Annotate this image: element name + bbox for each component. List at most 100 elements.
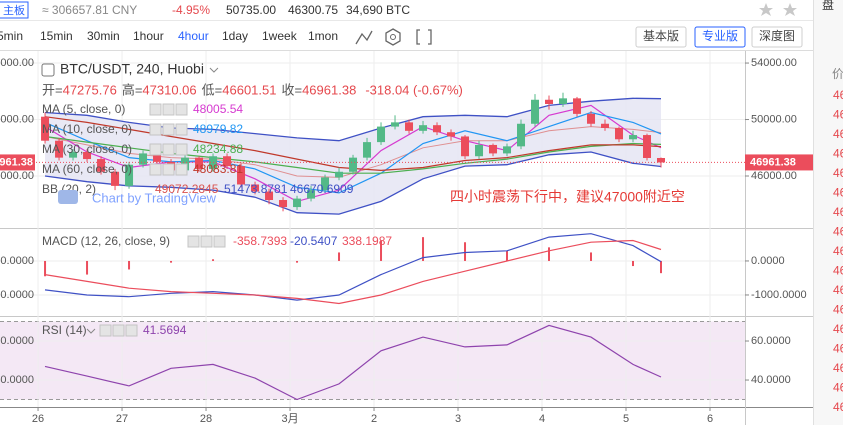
side-price: 46 bbox=[833, 205, 843, 219]
legend-icon[interactable] bbox=[213, 235, 226, 248]
last-price-tag bbox=[745, 154, 813, 171]
candle-body bbox=[251, 184, 260, 192]
y-tick-label: 54000.00 bbox=[751, 57, 797, 69]
candle-body bbox=[503, 146, 512, 154]
settings-icon-center bbox=[390, 34, 396, 40]
ohlc-value: 47310.06 bbox=[142, 82, 196, 97]
cny-price: ≈ 306657.81 CNY bbox=[42, 3, 137, 17]
legend-value: 49072.2845 bbox=[155, 182, 219, 196]
legend-value: 41.5694 bbox=[143, 323, 187, 337]
version-label[interactable]: 基本版 bbox=[643, 29, 679, 43]
legend-icon[interactable] bbox=[162, 143, 175, 156]
legend-icon[interactable] bbox=[125, 324, 138, 337]
legend-icon[interactable] bbox=[175, 103, 188, 116]
legend-name: BB (20, 2) bbox=[42, 182, 96, 196]
candle-body bbox=[447, 132, 456, 137]
side-price: 46 bbox=[833, 322, 843, 336]
interval-button[interactable]: 1hour bbox=[133, 29, 164, 43]
y-tick-label: 40.0000 bbox=[751, 374, 791, 386]
pane-menu-arrow[interactable] bbox=[86, 328, 96, 334]
candle-body bbox=[41, 116, 50, 141]
annotation: 四小时震荡下行中，建议47000附近空 bbox=[450, 189, 685, 205]
interval-button[interactable]: 1mon bbox=[308, 29, 338, 43]
candle-body bbox=[349, 157, 358, 172]
candle-body bbox=[559, 98, 568, 104]
interval-button[interactable]: 15min bbox=[40, 29, 73, 43]
version-button[interactable] bbox=[694, 26, 746, 48]
candle-body bbox=[83, 152, 92, 160]
legend-value: -20.5407 bbox=[290, 234, 338, 248]
legend-icon[interactable] bbox=[162, 163, 175, 176]
candle-body bbox=[293, 198, 302, 208]
x-tick-label: 2 bbox=[371, 413, 377, 425]
star-icon[interactable] bbox=[759, 3, 773, 16]
legend-icon[interactable] bbox=[200, 235, 213, 248]
candle-body bbox=[391, 122, 400, 127]
symbol-title: BTC/USDT, 240, Huobi bbox=[60, 61, 204, 77]
rsi-band bbox=[0, 321, 745, 400]
interval-button[interactable]: 4hour bbox=[178, 29, 209, 43]
legend-icon[interactable] bbox=[175, 123, 188, 136]
legend-icon[interactable] bbox=[112, 324, 125, 337]
ohlc-value: 46961.38 bbox=[302, 82, 356, 97]
interval-button[interactable]: 1week bbox=[262, 29, 298, 43]
legend-icon[interactable] bbox=[175, 163, 188, 176]
x-tick-label: 3月 bbox=[281, 413, 298, 425]
fullscreen-icon[interactable] bbox=[416, 29, 432, 45]
legend-icon[interactable] bbox=[149, 123, 162, 136]
side-price: 46 bbox=[833, 342, 843, 356]
legend-icon[interactable] bbox=[149, 103, 162, 116]
legend-icon[interactable] bbox=[187, 235, 200, 248]
candle-body bbox=[545, 99, 554, 104]
candle-body bbox=[153, 153, 162, 162]
candle-body bbox=[405, 122, 414, 131]
legend-value: 48083.81 bbox=[193, 162, 243, 176]
symbol-menu-arrow[interactable] bbox=[209, 67, 219, 73]
version-button[interactable] bbox=[751, 26, 803, 48]
candle-body bbox=[531, 99, 540, 124]
candle-body bbox=[69, 152, 78, 158]
legend-name: MA (30, close, 0) bbox=[42, 142, 132, 156]
y-tick-label-left: 0.0000 bbox=[0, 255, 34, 267]
interval-button[interactable]: 1day bbox=[222, 29, 248, 43]
legend-icon[interactable] bbox=[99, 324, 112, 337]
y-tick-label-left: -1000.0000 bbox=[0, 289, 34, 301]
candle-body bbox=[55, 140, 64, 158]
day-change: -4.95% bbox=[172, 3, 210, 17]
legend-icon[interactable] bbox=[149, 143, 162, 156]
pane-title: RSI (14) bbox=[42, 323, 87, 337]
interval-button[interactable]: 30min bbox=[87, 29, 120, 43]
legend-icon[interactable] bbox=[162, 123, 175, 136]
settings-icon[interactable] bbox=[385, 28, 401, 46]
candle-body bbox=[321, 177, 330, 191]
interval-button[interactable]: 5min bbox=[0, 29, 23, 43]
legend-value: -358.7393 bbox=[233, 234, 287, 248]
candle-body bbox=[111, 171, 120, 186]
candle-body bbox=[475, 144, 484, 157]
side-panel-header: 价 bbox=[832, 67, 843, 81]
ma-line bbox=[44, 111, 662, 194]
candle-body bbox=[419, 125, 428, 131]
chart-style-icon[interactable] bbox=[355, 30, 373, 45]
candle-body bbox=[489, 144, 498, 154]
y-tick-label-left: 40.0000 bbox=[0, 374, 34, 386]
side-price: 46 bbox=[833, 147, 843, 161]
candle-body bbox=[573, 98, 582, 114]
side-price: 46 bbox=[833, 303, 843, 317]
legend-icon[interactable] bbox=[175, 143, 188, 156]
last-price-label-left: 46961.38 bbox=[0, 156, 33, 168]
legend-icon[interactable] bbox=[149, 163, 162, 176]
star-icon[interactable] bbox=[783, 3, 797, 16]
candle-body bbox=[223, 156, 232, 167]
legend-value: 48234.88 bbox=[193, 142, 243, 156]
ohlc-label: 低= bbox=[202, 82, 223, 97]
legend-icon[interactable] bbox=[162, 103, 175, 116]
candle-body bbox=[97, 159, 106, 172]
candle-body bbox=[629, 135, 638, 140]
version-button[interactable] bbox=[635, 26, 687, 48]
version-label[interactable]: 专业版 bbox=[702, 28, 738, 43]
rsi-line bbox=[44, 324, 662, 401]
legend-value: 48005.54 bbox=[193, 102, 243, 116]
version-label[interactable]: 深度图 bbox=[759, 28, 795, 43]
